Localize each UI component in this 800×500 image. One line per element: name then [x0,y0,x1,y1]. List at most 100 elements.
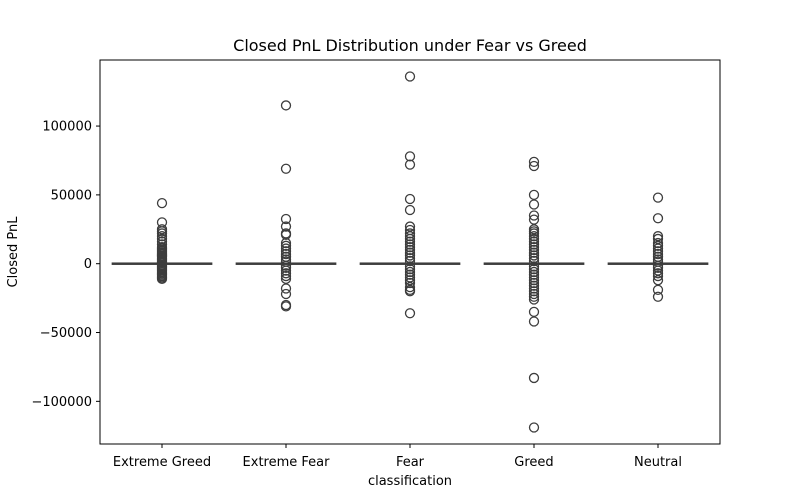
outlier-point [528,266,540,278]
outlier-point [652,248,664,260]
outlier-point [280,268,292,279]
outlier-point [528,261,540,272]
outlier-point [404,281,416,293]
outlier-point [404,264,416,275]
outlier-point [280,248,292,260]
outlier-point [404,261,416,272]
outlier-point [156,231,168,242]
outlier-point [404,286,416,297]
outlier-point [528,253,540,264]
outlier-point [528,277,540,289]
outlier-point [652,237,664,249]
x-tick-label: Fear [396,455,425,470]
outlier-point [528,283,540,294]
x-tick-label: Greed [514,455,553,470]
outlier-point [528,210,540,221]
box-group [359,71,461,319]
outlier-point [404,233,416,245]
outlier-point [528,160,540,172]
outlier-point [280,237,292,249]
outlier-point [404,193,416,205]
outlier-point [652,262,664,273]
outlier-point [652,243,664,254]
outlier-point [280,265,292,276]
outlier-point [528,294,540,305]
outlier-point [528,244,540,256]
outlier-point [528,239,540,250]
y-axis: −100000 −50000 0 50000 100000 [31,120,100,410]
outlier-point [652,270,664,282]
outlier-point [404,159,416,170]
outlier-point [404,308,416,319]
outlier-point [404,239,416,250]
y-tick-label: −50000 [40,326,92,341]
outlier-point [652,284,664,295]
outlier-point [280,163,292,174]
outlier-point [280,301,292,312]
outlier-point [404,255,416,267]
x-axis-label: classification [368,474,452,489]
outlier-point [404,266,416,278]
outlier-point [528,242,540,253]
outlier-point [404,236,416,247]
outlier-point [528,288,540,300]
outlier-point [280,221,292,232]
outlier-point [528,189,540,201]
outlier-point [404,204,416,216]
x-tick-label: Neutral [634,455,682,470]
outlier-point [280,246,292,257]
y-tick-label: 50000 [51,188,92,203]
outlier-point [652,213,664,224]
outlier-point [528,275,540,286]
outlier-point [528,255,540,267]
outlier-point [528,231,540,242]
outlier-point [652,291,664,302]
outlier-point [652,268,664,279]
outlier-point [528,156,540,167]
outlier-point [280,283,292,294]
outlier-point [528,316,540,327]
outlier-point [528,280,540,291]
outlier-point [404,244,416,256]
x-tick-label: Extreme Greed [113,455,211,470]
outlier-point [528,236,540,247]
outlier-point [404,253,416,264]
x-tick-label: Extreme Fear [243,455,331,470]
outlier-point [404,71,416,82]
outlier-point [528,247,540,258]
outlier-point [528,286,540,297]
outlier-point [528,291,540,302]
outlier-point [404,277,416,289]
y-tick-label: 0 [84,257,92,272]
outlier-point [404,151,416,162]
outlier-point [528,233,540,245]
outlier-point [404,242,416,253]
box-group [607,192,709,302]
outlier-point [280,243,292,254]
outlier-point [280,229,292,240]
outlier-point [404,231,416,242]
outlier-point [404,250,416,261]
box-group [483,156,585,433]
chart-title: Closed PnL Distribution under Fear vs Gr… [233,36,587,55]
outlier-point [528,372,540,384]
outlier-point [652,192,664,203]
outlier-point [528,422,540,433]
outlier-point [528,228,540,239]
plot-frame [99,59,721,445]
y-axis-label: Closed PnL [6,216,21,288]
outlier-point [404,228,416,239]
box-series [111,71,709,433]
outlier-point [404,269,416,280]
outlier-point [280,213,292,225]
outlier-point [528,264,540,275]
outlier-point [528,269,540,280]
outlier-point [528,199,540,210]
x-axis: Extreme Greed Extreme Fear Fear Greed Neutra… [113,444,682,470]
outlier-point [280,100,292,111]
outlier-point [156,228,168,239]
outlier-point [156,197,168,209]
outlier-point [280,240,292,251]
outlier-point [652,246,664,257]
